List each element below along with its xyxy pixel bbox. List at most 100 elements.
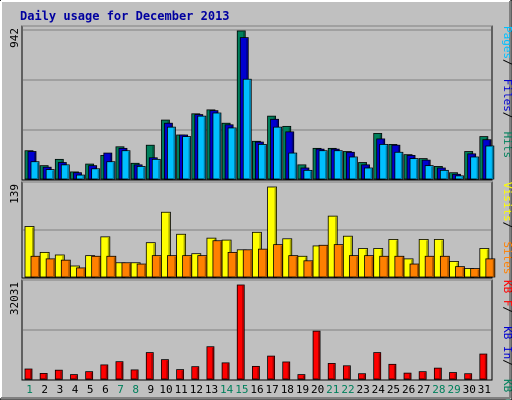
right-label-separator: / [501,112,512,119]
bar-shade [371,256,374,277]
bar-kb-f [236,284,245,380]
bar-shade [356,256,358,277]
bar-shade [287,362,290,379]
bar-shade [280,245,283,277]
bar-shade [432,257,434,277]
bar-pages [470,156,480,180]
bar-kb-f [130,369,139,380]
bar-shade [112,162,115,179]
bar-shade [189,256,192,277]
bar-pages [333,150,343,180]
bar-shade [461,176,464,179]
bar-pages [409,158,419,180]
bar-shade [173,128,175,179]
bar-kb-f [221,362,230,380]
bar-shade [166,360,168,379]
x-tick-label: 16 [250,383,263,396]
x-tick-label: 30 [463,383,476,396]
x-tick-label: 7 [117,383,124,396]
bar-shade [250,250,252,277]
x-tick-label: 27 [417,383,430,396]
bar-pages [91,168,101,180]
bar-shade [370,169,373,179]
bar-shade [400,153,403,179]
bar-shade [218,114,221,179]
x-tick-label: 20 [311,383,324,396]
bar-shade [446,171,448,179]
bar-pages [242,78,252,180]
bar-shade [431,166,433,179]
bar-shade [333,364,335,379]
y-max-label: 32031 [8,282,21,315]
bar-pages [121,150,131,180]
bar-kb-f [297,374,306,380]
bar-shade [409,374,411,379]
chart-panel-1: 942 Pages / Files / Hits [8,25,512,181]
bar-shade [235,253,237,277]
right-label: Visits [501,182,512,222]
x-tick-label: 12 [190,383,203,396]
right-label: Hits [501,132,512,159]
bar-kb-f [70,374,78,380]
bar-shade [491,147,494,179]
x-tick-label: 25 [387,383,400,396]
bar-shade [219,241,222,277]
bar-shade [295,256,298,277]
bar-kb-f [388,363,397,380]
bar-shade [378,353,381,379]
right-label: KB F [501,280,512,307]
bar-kb-f [145,352,154,380]
x-tick-label: 4 [72,383,79,396]
bar-shade [83,268,85,277]
bar-kb-f [54,369,63,380]
right-label-group: Visits / Sites [501,182,512,275]
x-tick-label: 1 [26,383,33,396]
bar-shade [38,257,40,277]
bar-shade [75,375,77,379]
bar-shade [249,80,251,179]
bar-kb-f [464,373,473,380]
bar-pages [151,158,161,180]
bar-pages [182,136,192,180]
bar-shade [127,151,130,179]
right-label: Sites [501,241,512,274]
bar-kb-f [327,363,336,380]
bar-shade [67,165,69,179]
bar-shade [143,167,145,179]
right-label-separator: / [501,306,512,313]
bar-shade [386,257,389,277]
bar-kb-f [358,373,366,380]
x-tick-label: 22 [341,383,354,396]
right-label: Files [501,79,512,112]
bar-shade [454,373,457,379]
bar-pages [288,152,298,180]
bar-shade [341,245,343,277]
bar-shade [32,227,34,277]
bar-shade [158,160,160,179]
bar-kb-f [312,330,321,380]
bar-pages [455,175,464,180]
x-tick-label: 6 [102,383,109,396]
bar-shade [272,357,275,379]
bar-pages [76,174,85,180]
x-tick-label: 23 [357,383,370,396]
bar-shade [325,151,327,179]
bar-shade [196,367,199,379]
bar-shade [159,256,161,277]
bar-pages [394,151,404,180]
bar-shade [97,169,100,179]
bar-pages [60,164,70,180]
x-tick-label: 10 [159,383,172,396]
bar-pages [364,167,373,180]
right-label-separator: / [501,359,512,366]
x-tick-label: 28 [432,383,445,396]
bar-kb-f [449,372,457,380]
bar-pages [106,161,116,180]
bar-kb-f [206,346,215,380]
x-tick-label: 19 [296,383,309,396]
bar-shade [318,332,320,379]
bar-shade [477,269,480,277]
bar-kb-f [191,366,200,380]
bar-pages [485,145,495,180]
